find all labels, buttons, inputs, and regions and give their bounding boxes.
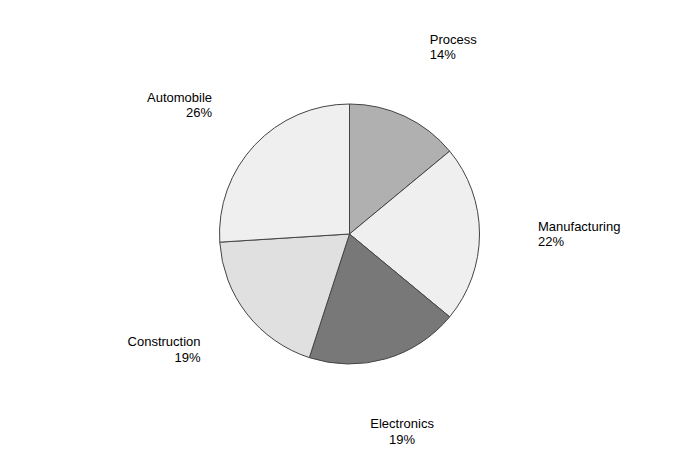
slice-label-category: Automobile — [147, 90, 212, 105]
slice-label: Process14% — [430, 32, 477, 63]
slice-labels: Process14%Manufacturing22%Electronics19%… — [128, 32, 621, 447]
chart-root: Process14%Manufacturing22%Electronics19%… — [0, 0, 699, 468]
slice — [220, 234, 350, 358]
slice-label-value: 19% — [389, 432, 415, 447]
slice-label: Construction19% — [128, 334, 201, 365]
slice-label: Electronics19% — [370, 416, 434, 447]
slice-label: Automobile26% — [147, 90, 212, 121]
slice-label-value: 19% — [175, 350, 201, 365]
slices — [220, 104, 480, 364]
slice-label-value: 22% — [538, 234, 564, 249]
slice-label-category: Electronics — [370, 416, 434, 431]
pie: Process14%Manufacturing22%Electronics19%… — [128, 32, 621, 447]
slice-label-value: 14% — [430, 47, 456, 62]
slice-label-category: Manufacturing — [538, 219, 620, 234]
slice-label: Manufacturing22% — [538, 219, 620, 250]
slice — [220, 104, 350, 242]
slice-label-value: 26% — [186, 105, 212, 120]
slice-label-category: Construction — [128, 334, 201, 349]
slice-label-category: Process — [430, 32, 477, 47]
